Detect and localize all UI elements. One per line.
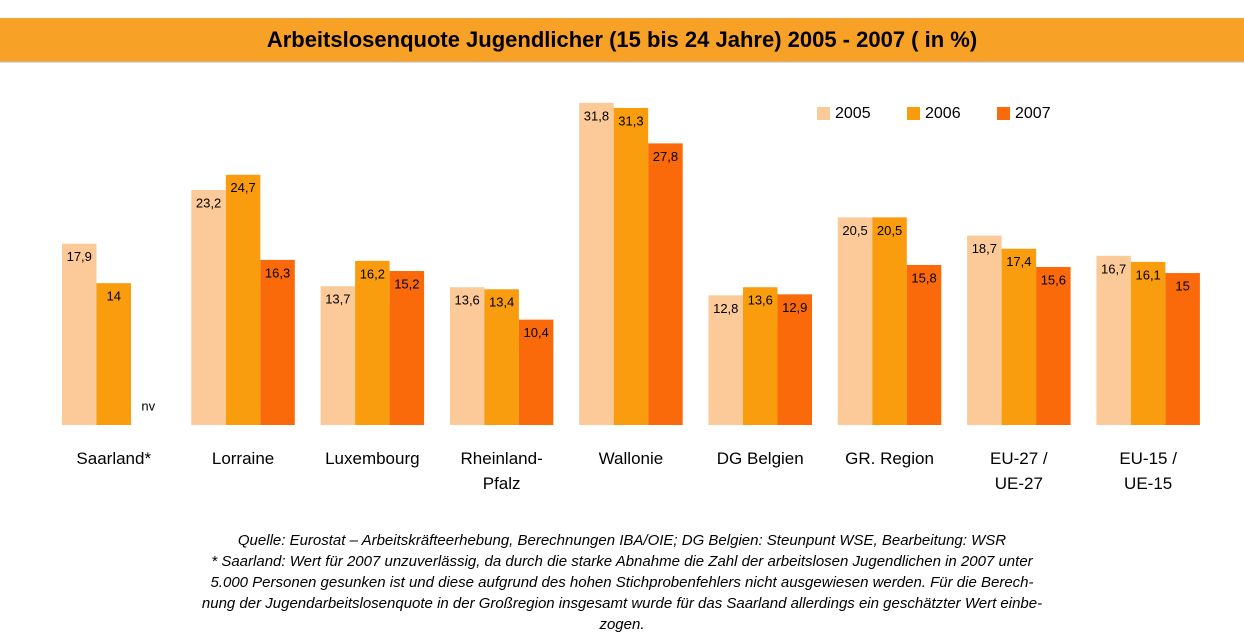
bar <box>967 235 1002 425</box>
bar <box>518 319 554 425</box>
value-label: 17,9 <box>67 249 92 264</box>
value-label: 18,7 <box>972 241 997 256</box>
title-bar <box>0 18 1244 62</box>
value-label: 31,3 <box>618 113 643 128</box>
bar <box>96 283 131 425</box>
value-label: 20,5 <box>877 223 902 238</box>
x-tick-label: Rheinland- Pfalz <box>460 449 543 493</box>
value-label: 16,7 <box>1101 261 1126 276</box>
legend-swatch <box>907 107 920 120</box>
bar <box>1165 273 1200 425</box>
x-tick-label: Lorraine <box>211 449 275 468</box>
note-line: zogen. <box>599 616 645 633</box>
value-label: 10,4 <box>523 325 548 340</box>
value-label: 15,2 <box>394 276 419 291</box>
bar <box>872 217 907 425</box>
bar <box>1096 255 1131 425</box>
chart-title: Arbeitslosenquote Jugendlicher (15 bis 2… <box>267 27 977 52</box>
bar <box>449 287 485 425</box>
bar <box>1001 248 1037 425</box>
value-label: 14 <box>107 289 121 304</box>
value-label: 15,8 <box>911 270 936 285</box>
x-tick-label: Luxembourg <box>325 449 420 468</box>
x-tick-label: GR. Region <box>845 449 934 468</box>
bar <box>355 260 390 425</box>
value-label: 15,6 <box>1041 272 1066 287</box>
value-label: 13,6 <box>748 293 773 308</box>
bar <box>648 143 683 426</box>
bar <box>389 271 425 425</box>
value-label: 16,3 <box>265 265 290 280</box>
legend-label: 2006 <box>925 105 961 122</box>
value-label: 15 <box>1175 278 1189 293</box>
bar <box>708 295 743 425</box>
bar <box>1130 261 1166 425</box>
x-tick-label: Wallonie <box>598 449 664 468</box>
value-label: 27,8 <box>653 149 678 164</box>
value-label: nv <box>141 398 155 413</box>
legend-label: 2007 <box>1015 105 1051 122</box>
note-line: * Saarland: Wert für 2007 unzuverlässig,… <box>211 553 1033 570</box>
bar <box>191 189 226 425</box>
value-label: 24,7 <box>230 180 255 195</box>
value-label: 17,4 <box>1006 254 1031 269</box>
legend-label: 2005 <box>835 105 871 122</box>
value-label: 13,7 <box>325 292 350 307</box>
value-label: 20,5 <box>842 223 867 238</box>
notes: Quelle: Eurostat – Arbeitskräfteerhebung… <box>0 530 1244 635</box>
bar <box>1036 266 1071 425</box>
value-label: 16,2 <box>360 266 385 281</box>
bar <box>62 243 97 425</box>
bar <box>777 294 812 425</box>
note-line: nung der Jugendarbeitslosenquote in der … <box>201 595 1043 612</box>
value-label: 12,8 <box>713 301 738 316</box>
x-tick-label: EU-27 / UE-27 <box>990 449 1048 493</box>
x-tick-label: EU-15 / UE-15 <box>1119 449 1177 493</box>
note-line: 5.000 Personen gesunken ist und diese au… <box>210 574 1034 591</box>
x-tick-label: DG Belgien <box>716 449 804 468</box>
value-label: 12,9 <box>782 300 807 315</box>
bar <box>260 259 295 425</box>
legend-swatch <box>817 107 830 120</box>
bar <box>743 287 778 425</box>
bar <box>484 289 519 425</box>
x-tick-label: Saarland* <box>76 449 152 468</box>
value-label: 13,4 <box>489 295 514 310</box>
value-label: 31,8 <box>584 108 609 123</box>
value-label: 16,1 <box>1135 267 1160 282</box>
bar <box>225 174 261 425</box>
bar <box>613 107 649 425</box>
bar <box>320 286 356 425</box>
legend-swatch <box>997 107 1010 120</box>
bar <box>906 264 942 425</box>
value-label: 23,2 <box>196 195 221 210</box>
value-label: 13,6 <box>454 293 479 308</box>
bar <box>837 217 873 425</box>
bar <box>579 102 614 425</box>
note-line: Quelle: Eurostat – Arbeitskräfteerhebung… <box>237 532 1007 549</box>
